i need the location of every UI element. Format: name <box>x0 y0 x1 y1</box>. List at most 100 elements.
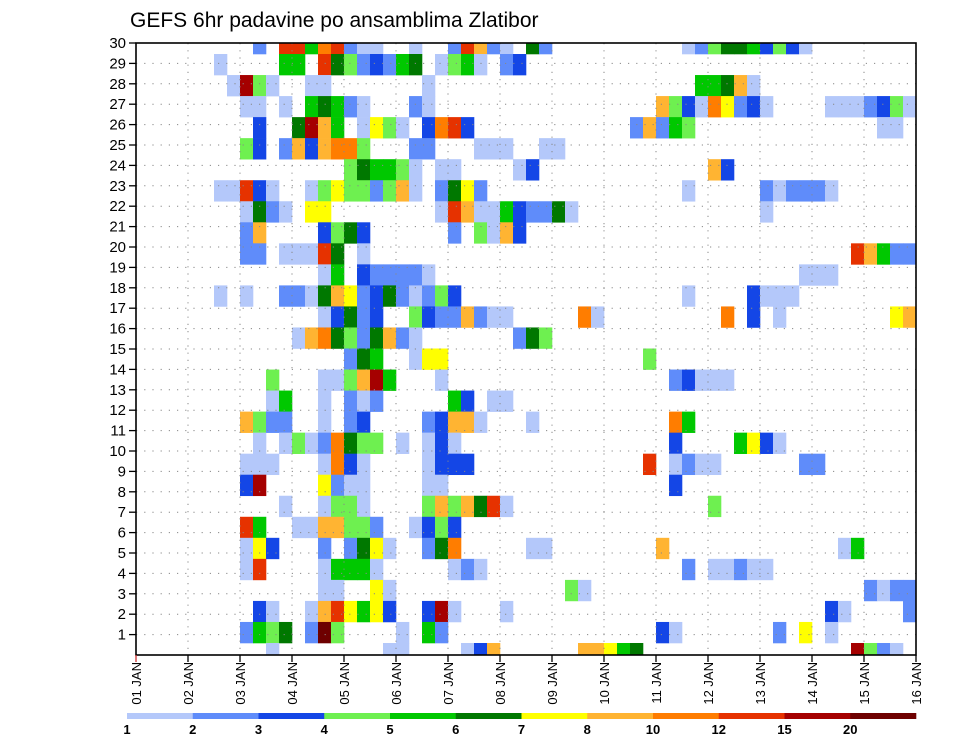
y-axis: 1234567891011121314151617181920212223242… <box>109 35 136 644</box>
heatmap-cell <box>383 54 397 76</box>
heatmap-cell <box>331 516 345 539</box>
heatmap-cell <box>422 348 436 370</box>
heatmap-cell <box>292 117 306 139</box>
heatmap-cell <box>500 495 514 518</box>
heatmap-cell <box>279 243 293 265</box>
heatmap-cell <box>695 369 709 391</box>
heatmap-cell <box>253 180 267 202</box>
heatmap-cell <box>851 643 865 656</box>
heatmap-cell <box>305 432 319 454</box>
colorbar-swatch <box>521 713 588 719</box>
heatmap-cell <box>448 411 462 433</box>
heatmap-cell <box>383 537 397 560</box>
heatmap-cell <box>292 138 306 160</box>
heatmap-cell <box>825 264 839 286</box>
heatmap-cell <box>279 432 293 454</box>
heatmap-cell <box>435 516 449 539</box>
heatmap-cell <box>305 600 319 623</box>
heatmap-cell <box>799 264 813 286</box>
heatmap-cell <box>682 96 696 118</box>
heatmap-cell <box>890 96 904 118</box>
y-tick-label: 10 <box>109 443 126 460</box>
y-tick-label: 19 <box>109 259 126 276</box>
heatmap-cell <box>383 579 397 602</box>
heatmap-cell <box>513 201 527 223</box>
chart-title: GEFS 6hr padavine po ansamblima Zlatibor <box>130 9 539 32</box>
heatmap-cell <box>474 180 488 202</box>
heatmap-cell <box>357 180 371 202</box>
heatmap-cell <box>435 54 449 76</box>
heatmap-cell <box>448 390 462 412</box>
heatmap-cell <box>266 180 280 202</box>
heatmap-cell <box>318 432 332 454</box>
heatmap-cell <box>422 96 436 118</box>
colorbar-label: 8 <box>584 722 591 737</box>
heatmap-cell <box>370 285 384 307</box>
heatmap-cell <box>318 243 332 265</box>
heatmap-cell <box>396 54 410 76</box>
heatmap-cell <box>344 600 358 623</box>
heatmap-cell <box>721 369 735 391</box>
heatmap-cell <box>214 285 228 307</box>
heatmap-cell <box>344 327 358 349</box>
heatmap-cell <box>435 621 449 644</box>
heatmap-cell <box>487 138 501 160</box>
heatmap-cell <box>318 495 332 518</box>
heatmap-cell <box>331 432 345 454</box>
heatmap-cell <box>526 43 540 55</box>
heatmap-cell <box>565 579 579 602</box>
heatmap-cell <box>474 495 488 518</box>
heatmap-cell <box>643 348 657 370</box>
heatmap-cell <box>279 138 293 160</box>
heatmap-cell <box>448 201 462 223</box>
heatmap-cell <box>539 138 553 160</box>
heatmap-cell <box>370 327 384 349</box>
y-tick-label: 6 <box>118 525 126 542</box>
heatmap-cell <box>227 75 241 97</box>
y-tick-label: 17 <box>109 300 126 317</box>
heatmap-cell <box>331 579 345 602</box>
heatmap-cell <box>448 159 462 181</box>
colorbar-label: 5 <box>386 722 393 737</box>
heatmap-cell <box>357 243 371 265</box>
heatmap-cell <box>448 495 462 518</box>
heatmap-cell <box>318 474 332 497</box>
heatmap-cell <box>435 432 449 454</box>
heatmap-cell <box>370 159 384 181</box>
heatmap-cell <box>526 327 540 349</box>
heatmap-cell <box>565 201 579 223</box>
heatmap-cell <box>318 117 332 139</box>
heatmap-cell <box>864 96 878 118</box>
heatmap-cell <box>500 138 514 160</box>
heatmap-cell <box>279 96 293 118</box>
y-tick-label: 4 <box>118 565 126 582</box>
heatmap-cell <box>773 306 787 328</box>
heatmap-cell <box>799 43 813 55</box>
heatmap-cell <box>331 621 345 644</box>
heatmap-cell <box>539 537 553 560</box>
heatmap-cell <box>669 369 683 391</box>
heatmap-cell <box>331 285 345 307</box>
heatmap-cell <box>370 579 384 602</box>
colorbar-swatch <box>653 713 720 719</box>
heatmap-cell <box>708 159 722 181</box>
heatmap-cell <box>669 621 683 644</box>
heatmap-cell <box>461 453 475 476</box>
heatmap-cell <box>305 327 319 349</box>
y-tick-label: 14 <box>109 361 126 378</box>
heatmap-cell <box>253 243 267 265</box>
heatmap-cell <box>890 117 904 139</box>
y-tick-label: 1 <box>118 627 126 644</box>
heatmap-cell <box>396 621 410 644</box>
y-tick-label: 29 <box>109 55 126 72</box>
heatmap-cell <box>435 285 449 307</box>
heatmap-cell <box>357 159 371 181</box>
heatmap-cell <box>409 285 423 307</box>
heatmap-cell <box>370 600 384 623</box>
heatmap-cell <box>370 348 384 370</box>
heatmap-cell <box>786 43 800 55</box>
x-tick-label: 06 JAN <box>389 662 404 705</box>
heatmap-cell <box>266 390 280 412</box>
heatmap-cell <box>799 180 813 202</box>
y-tick-label: 9 <box>118 463 126 480</box>
